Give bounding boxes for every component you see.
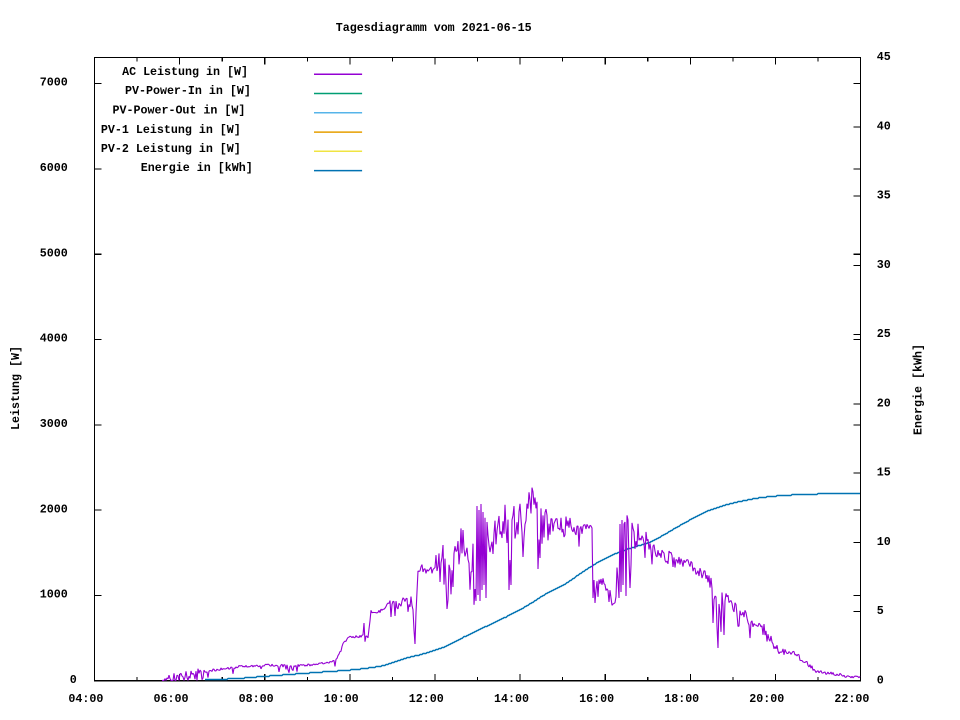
svg-text:PV-Power-In in [W]: PV-Power-In in [W]	[125, 84, 251, 98]
svg-text:22:00: 22:00	[834, 692, 869, 706]
svg-text:4000: 4000	[40, 332, 68, 346]
svg-text:0: 0	[877, 674, 884, 688]
svg-text:PV-2 Leistung in [W]: PV-2 Leistung in [W]	[101, 142, 241, 156]
svg-text:2000: 2000	[40, 502, 68, 516]
svg-text:5000: 5000	[40, 246, 68, 260]
svg-text:35: 35	[877, 189, 891, 203]
svg-text:6000: 6000	[40, 161, 68, 175]
svg-text:AC Leistung in [W]: AC Leistung in [W]	[122, 65, 248, 79]
svg-text:10: 10	[877, 535, 891, 549]
svg-text:Tagesdiagramm vom 2021-06-15: Tagesdiagramm vom 2021-06-15	[336, 21, 532, 35]
svg-text:25: 25	[877, 327, 891, 341]
svg-text:16:00: 16:00	[579, 692, 614, 706]
svg-text:15: 15	[877, 466, 891, 480]
svg-text:Leistung [W]: Leistung [W]	[9, 346, 23, 430]
svg-text:12:00: 12:00	[409, 692, 444, 706]
svg-text:20:00: 20:00	[749, 692, 784, 706]
svg-text:PV-1 Leistung in [W]: PV-1 Leistung in [W]	[101, 123, 241, 137]
svg-text:7000: 7000	[40, 76, 68, 90]
svg-text:1000: 1000	[40, 588, 68, 602]
svg-text:04:00: 04:00	[68, 692, 103, 706]
svg-text:14:00: 14:00	[494, 692, 529, 706]
svg-text:40: 40	[877, 120, 891, 134]
svg-text:Energie [kWh]: Energie [kWh]	[912, 344, 926, 435]
svg-text:18:00: 18:00	[664, 692, 699, 706]
svg-text:30: 30	[877, 258, 891, 272]
svg-text:45: 45	[877, 50, 891, 64]
svg-text:10:00: 10:00	[324, 692, 359, 706]
svg-text:08:00: 08:00	[239, 692, 274, 706]
svg-text:20: 20	[877, 397, 891, 411]
svg-text:0: 0	[70, 673, 77, 687]
svg-text:5: 5	[877, 604, 884, 618]
svg-text:PV-Power-Out in [W]: PV-Power-Out in [W]	[112, 104, 245, 118]
svg-text:06:00: 06:00	[154, 692, 189, 706]
svg-text:Energie in [kWh]: Energie in [kWh]	[141, 161, 253, 175]
svg-text:3000: 3000	[40, 417, 68, 431]
